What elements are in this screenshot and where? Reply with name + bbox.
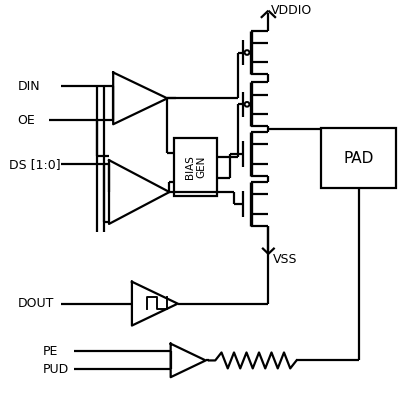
Text: PAD: PAD <box>344 151 374 166</box>
Text: PE: PE <box>42 345 58 358</box>
Text: VSS: VSS <box>273 253 298 266</box>
Bar <box>173 138 217 196</box>
Text: DIN: DIN <box>18 80 40 93</box>
Bar <box>321 128 397 188</box>
Text: VDDIO: VDDIO <box>271 4 312 17</box>
Text: OE: OE <box>18 114 35 127</box>
Text: DOUT: DOUT <box>18 297 54 310</box>
Text: BIAS
GEN: BIAS GEN <box>185 155 206 179</box>
Text: PUD: PUD <box>42 363 69 376</box>
Text: DS [1:0]: DS [1:0] <box>9 158 61 171</box>
